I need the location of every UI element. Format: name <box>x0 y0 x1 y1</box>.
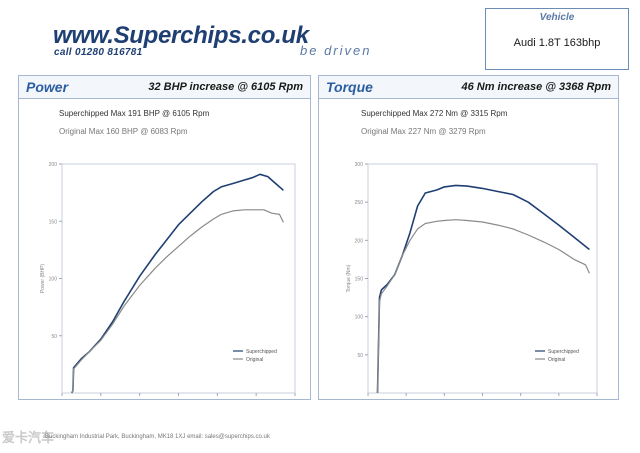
torque-panel-header: Torque 46 Nm increase @ 3368 Rpm <box>319 76 618 99</box>
torque-ytick-label: 150 <box>355 277 364 283</box>
torque-title: Torque <box>326 79 373 95</box>
torque-legend-label: Superchipped <box>548 349 579 355</box>
torque-ytick-label: 100 <box>355 315 364 321</box>
torque-ytick-label: 50 <box>357 353 363 359</box>
vehicle-box: Vehicle Audi 1.8T 163bhp <box>485 8 629 70</box>
torque-summary-original: Original Max 227 Nm @ 3279 Rpm <box>361 127 486 136</box>
power-title: Power <box>26 79 69 95</box>
torque-ytick-label: 200 <box>355 238 364 244</box>
power-ytick-label: 150 <box>49 219 58 225</box>
vehicle-value: Audi 1.8T 163bhp <box>513 37 601 49</box>
torque-ytick-label: 250 <box>355 200 364 206</box>
torque-yaxis-label: Torque (Nm) <box>346 264 352 292</box>
footer-address: Buckingham Industrial Park, Buckingham, … <box>45 434 270 440</box>
power-ytick-label: 50 <box>51 334 57 340</box>
power-chart: 501001502001000200030004000500060007000R… <box>40 162 296 396</box>
power-summary-original: Original Max 160 BHP @ 6083 Rpm <box>59 127 188 136</box>
power-ytick-label: 200 <box>49 162 58 168</box>
brand-tagline: be driven <box>300 43 372 58</box>
power-summary-superchipped: Superchipped Max 191 BHP @ 6105 Rpm <box>59 109 210 118</box>
torque-ytick-label: 300 <box>355 162 364 168</box>
watermark: 爱卡汽车 <box>2 430 55 445</box>
torque-summary-superchipped: Superchipped Max 272 Nm @ 3315 Rpm <box>361 109 508 118</box>
power-panel-header: Power 32 BHP increase @ 6105 Rpm <box>19 76 310 99</box>
power-panel: 501001502001000200030004000500060007000R… <box>18 75 311 400</box>
power-ytick-label: 100 <box>49 277 58 283</box>
vehicle-label: Vehicle <box>539 12 575 23</box>
power-increase: 32 BHP increase @ 6105 Rpm <box>148 81 303 93</box>
torque-increase: 46 Nm increase @ 3368 Rpm <box>461 81 611 93</box>
power-legend-label: Original <box>246 357 263 363</box>
torque-legend-label: Original <box>548 357 565 363</box>
power-series-original-line <box>71 209 284 394</box>
brand-phone: call 01280 816781 <box>54 47 143 58</box>
torque-panel: 5010015020025030010002000300040005000600… <box>318 75 619 400</box>
torque-chart: 5010015020025030010002000300040005000600… <box>346 162 598 396</box>
torque-series-original-line <box>376 219 590 394</box>
power-yaxis-label: Power (BHP) <box>40 264 46 294</box>
brand-url: www.Superchips.co.uk <box>53 22 309 49</box>
power-legend-label: Superchipped <box>246 349 277 355</box>
